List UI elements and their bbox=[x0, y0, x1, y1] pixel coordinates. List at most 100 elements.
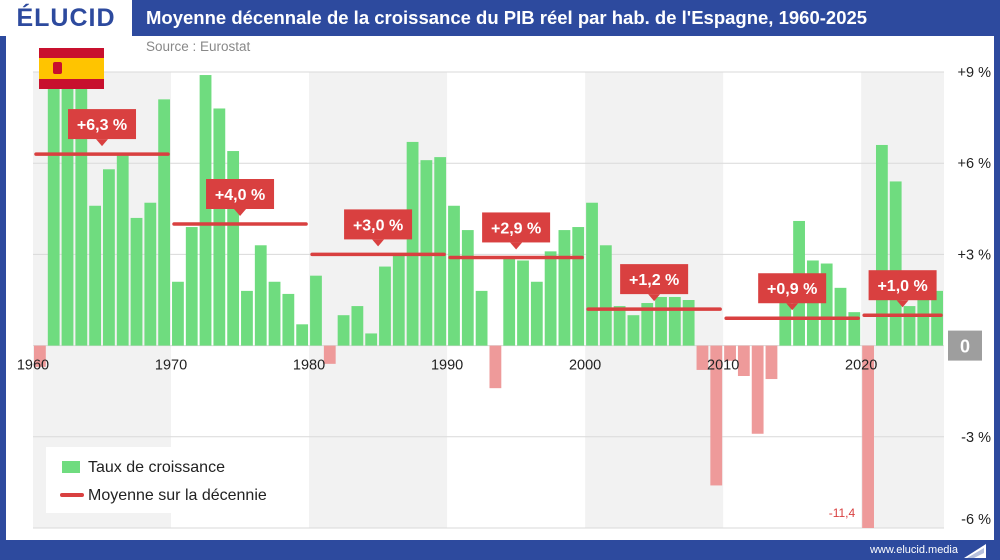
flag-emblem bbox=[53, 62, 62, 74]
x-tick-label: 2010 bbox=[707, 358, 739, 374]
bar-1964[interactable] bbox=[89, 205, 102, 346]
bar-1975[interactable] bbox=[241, 290, 253, 346]
bar-2023[interactable] bbox=[903, 306, 916, 346]
average-callout-1970 bbox=[206, 179, 275, 209]
average-callout-2010 bbox=[758, 273, 827, 304]
y-tick-label: -6 % bbox=[961, 512, 991, 528]
bar-1981[interactable] bbox=[323, 345, 336, 364]
zero-badge bbox=[948, 330, 982, 361]
bar-1968[interactable] bbox=[144, 202, 157, 346]
bar-2025[interactable] bbox=[931, 290, 943, 346]
bar-2022[interactable] bbox=[889, 181, 902, 346]
average-callout-1960 bbox=[68, 109, 137, 140]
bar-1972[interactable] bbox=[199, 75, 212, 346]
x-tick-label: 1970 bbox=[155, 358, 187, 374]
x-tick-label: 2020 bbox=[845, 358, 877, 374]
average-label-1990: +2,9 % bbox=[491, 220, 541, 237]
average-label-2000: +1,2 % bbox=[629, 272, 679, 289]
average-callout-1980 bbox=[344, 209, 413, 240]
bar-1979[interactable] bbox=[296, 324, 309, 346]
bar-1986[interactable] bbox=[392, 254, 405, 346]
bar-1974[interactable] bbox=[227, 151, 240, 346]
bar-1982[interactable] bbox=[337, 315, 350, 346]
bar-annotation: -11,4 bbox=[829, 506, 856, 520]
bar-2014[interactable] bbox=[779, 296, 792, 346]
bar-1973[interactable] bbox=[213, 108, 226, 346]
bar-1961[interactable] bbox=[47, 72, 60, 346]
bar-1995[interactable] bbox=[517, 260, 529, 346]
bar-2005[interactable] bbox=[655, 296, 667, 346]
chart-source: Source : Eurostat bbox=[146, 39, 251, 54]
bar-1985[interactable] bbox=[379, 266, 391, 346]
chart: Source : Eurostat +6,3 % +4,0 % +3,0 % +2,9 … bbox=[17, 39, 992, 529]
bar-1971[interactable] bbox=[185, 227, 198, 346]
bar-1976[interactable] bbox=[254, 245, 267, 346]
callout-pointer bbox=[372, 239, 385, 247]
bar-2017[interactable] bbox=[820, 263, 833, 346]
bar-2006[interactable] bbox=[668, 296, 681, 346]
bar-1997[interactable] bbox=[544, 251, 557, 346]
bar-1990[interactable] bbox=[448, 205, 460, 346]
callout-pointer bbox=[234, 209, 247, 216]
legend-line-label: Moyenne sur la décennie bbox=[88, 487, 267, 504]
bar-2010[interactable] bbox=[724, 345, 736, 361]
bar-2024[interactable] bbox=[917, 272, 930, 346]
logo: ÉLUCID bbox=[0, 0, 132, 36]
y-tick-label: +6 % bbox=[958, 156, 992, 172]
bar-1992[interactable] bbox=[475, 290, 488, 346]
bar-1991[interactable] bbox=[461, 230, 474, 346]
bar-1998[interactable] bbox=[558, 230, 571, 346]
bar-2007[interactable] bbox=[682, 300, 695, 346]
callout-pointer bbox=[896, 300, 909, 308]
bar-2012[interactable] bbox=[751, 345, 764, 434]
average-label-1960: +6,3 % bbox=[77, 117, 127, 134]
bar-1978[interactable] bbox=[282, 293, 295, 346]
y-tick-label: +9 % bbox=[958, 65, 992, 81]
bar-1994[interactable] bbox=[503, 257, 516, 346]
bar-1977[interactable] bbox=[268, 281, 281, 346]
bar-2011[interactable] bbox=[737, 345, 750, 376]
flag-stripe bbox=[39, 58, 104, 79]
bar-1983[interactable] bbox=[351, 306, 364, 346]
bar-2021[interactable] bbox=[875, 144, 888, 346]
bar-1993[interactable] bbox=[489, 345, 502, 389]
bar-1960[interactable] bbox=[34, 345, 46, 367]
average-label-2010: +0,9 % bbox=[767, 281, 817, 298]
legend-bars-label: Taux de croissance bbox=[88, 459, 225, 476]
bar-1984[interactable] bbox=[365, 333, 378, 346]
elucid-mark-icon bbox=[964, 544, 986, 558]
bar-2019[interactable] bbox=[848, 312, 861, 346]
footer-url[interactable]: www.elucid.media bbox=[869, 544, 958, 556]
bar-2020[interactable] bbox=[862, 345, 874, 528]
bar-2009[interactable] bbox=[710, 345, 723, 486]
bar-2001[interactable] bbox=[599, 245, 612, 346]
bar-2002[interactable] bbox=[613, 306, 626, 346]
bar-2004[interactable] bbox=[641, 303, 654, 346]
y-tick-label: +3 % bbox=[958, 247, 992, 263]
bar-1987[interactable] bbox=[406, 141, 419, 346]
bar-2000[interactable] bbox=[586, 202, 598, 346]
header: ÉLUCID Moyenne décennale de la croissanc… bbox=[0, 0, 1000, 36]
x-tick-label: 1980 bbox=[293, 358, 325, 374]
bar-2013[interactable] bbox=[765, 345, 778, 380]
chart-title: Moyenne décennale de la croissance du PI… bbox=[146, 7, 868, 28]
bar-1969[interactable] bbox=[158, 99, 171, 346]
bar-1967[interactable] bbox=[130, 217, 143, 346]
x-tick-label: 2000 bbox=[569, 358, 601, 374]
bar-1963[interactable] bbox=[75, 87, 88, 346]
bar-1966[interactable] bbox=[116, 154, 129, 346]
bar-1970[interactable] bbox=[172, 281, 184, 346]
bar-1989[interactable] bbox=[434, 157, 447, 346]
bar-1965[interactable] bbox=[103, 169, 115, 346]
bar-1962[interactable] bbox=[61, 75, 74, 346]
callout-pointer bbox=[786, 303, 799, 311]
x-tick-label: 1990 bbox=[431, 358, 463, 374]
bar-1980[interactable] bbox=[310, 275, 322, 346]
bar-2003[interactable] bbox=[627, 315, 640, 346]
average-label-1980: +3,0 % bbox=[353, 217, 403, 234]
average-callout-1990 bbox=[482, 212, 551, 243]
bar-1996[interactable] bbox=[530, 281, 543, 346]
average-callout-2020 bbox=[868, 270, 937, 301]
bar-1999[interactable] bbox=[572, 227, 585, 346]
bar-2008[interactable] bbox=[696, 345, 709, 370]
